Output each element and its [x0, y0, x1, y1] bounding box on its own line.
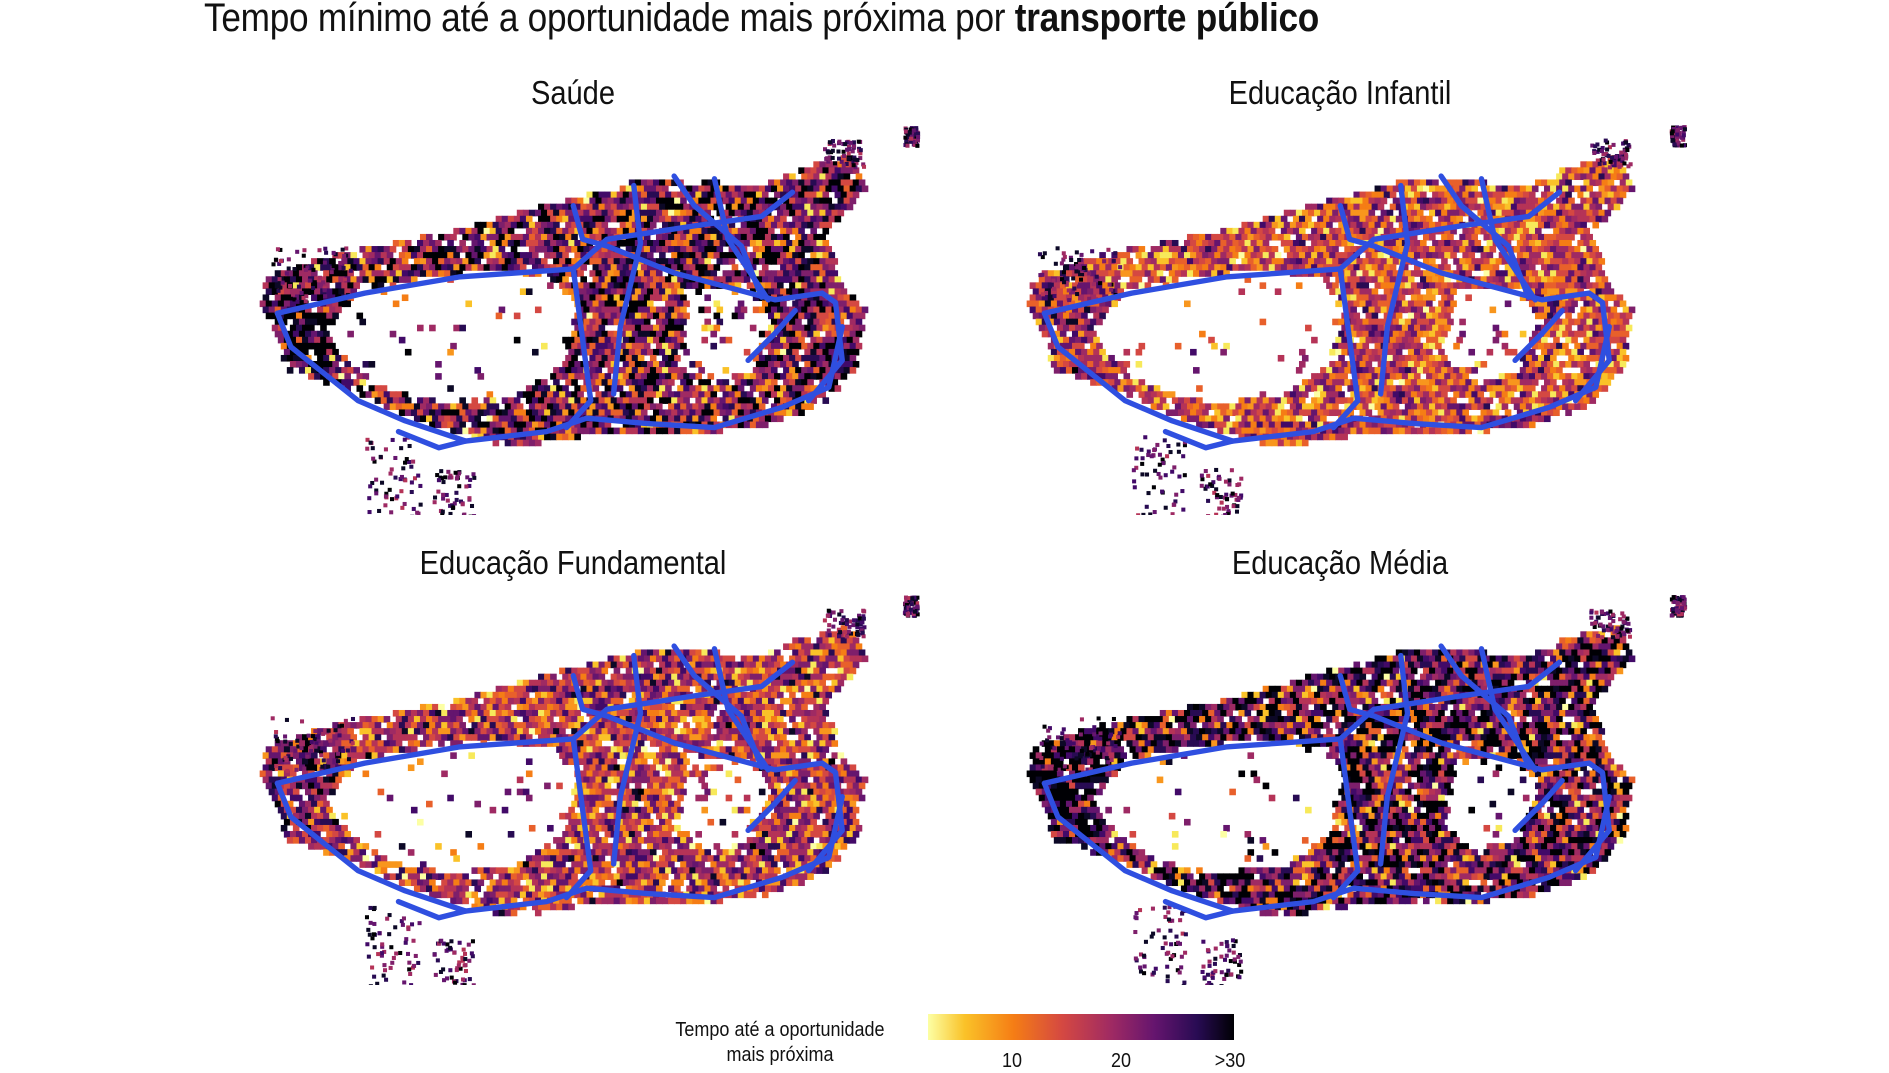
map-educacao-media	[997, 595, 1697, 985]
title-bold-text: transporte público	[1015, 0, 1319, 40]
panel-title-educacao-fundamental: Educação Fundamental	[265, 544, 881, 582]
legend-tick-10	[1011, 1040, 1012, 1046]
legend-tick-20	[1120, 1040, 1121, 1046]
title-text: Tempo mínimo até a oportunidade mais pró…	[204, 0, 1015, 40]
legend-title-line1: Tempo até a oportunidade	[654, 1018, 906, 1043]
legend-tick-30	[1229, 1040, 1230, 1046]
legend-colorbar	[928, 1014, 1234, 1040]
map-educacao-infantil	[997, 125, 1697, 515]
legend-title-line2: mais próxima	[654, 1043, 906, 1068]
map-saude	[230, 125, 930, 515]
map-educacao-fundamental	[230, 595, 930, 985]
main-title: Tempo mínimo até a oportunidade mais pró…	[204, 0, 1319, 41]
legend-title: Tempo até a oportunidade mais próxima	[654, 1018, 906, 1068]
panel-title-educacao-infantil: Educação Infantil	[1032, 74, 1648, 112]
panel-title-educacao-media: Educação Média	[1032, 544, 1648, 582]
panel-title-saude: Saúde	[265, 74, 881, 112]
